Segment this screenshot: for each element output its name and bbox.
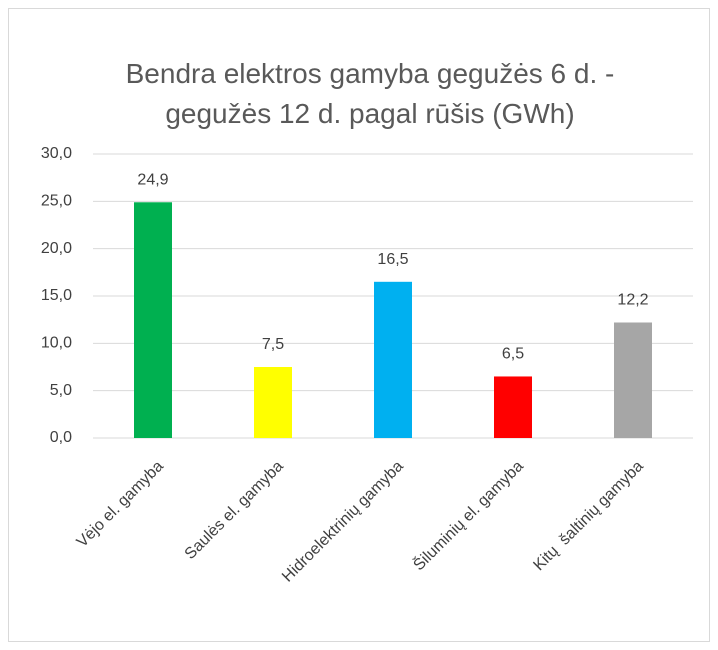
chart-frame [8, 8, 710, 642]
y-tick-label: 20,0 [41, 240, 72, 257]
y-tick-label: 10,0 [41, 335, 72, 352]
bar [254, 367, 292, 438]
bar [494, 376, 532, 438]
y-tick-label: 30,0 [41, 145, 72, 162]
chart-title: Bendra elektros gamyba gegužės 6 d. - ge… [125, 58, 615, 129]
bar [374, 281, 412, 438]
bar [134, 202, 172, 438]
value-label: 16,5 [377, 251, 408, 268]
y-tick-label: 5,0 [50, 382, 72, 399]
bar [614, 322, 652, 438]
y-tick-label: 15,0 [41, 287, 72, 304]
value-label: 24,9 [137, 171, 168, 188]
value-label: 6,5 [502, 346, 524, 363]
value-label: 7,5 [262, 336, 284, 353]
y-tick-label: 25,0 [41, 193, 72, 210]
y-tick-label: 0,0 [50, 429, 72, 446]
value-label: 12,2 [617, 292, 648, 309]
